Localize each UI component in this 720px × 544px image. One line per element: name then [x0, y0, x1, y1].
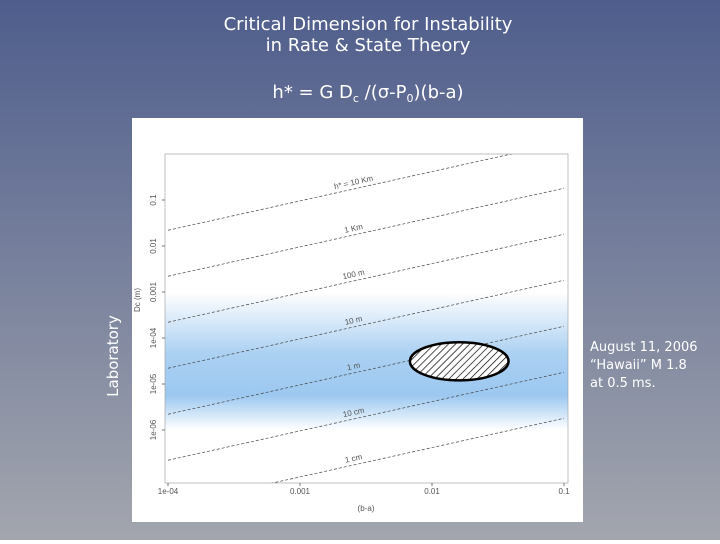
y-tick-label: 0.01	[149, 238, 158, 254]
contour-label: 10 m	[344, 314, 364, 327]
contour-line	[167, 279, 565, 369]
title-line: in Rate & State Theory	[266, 35, 471, 56]
formula-sub: c	[353, 92, 359, 105]
event-ellipse	[408, 340, 510, 382]
annotation: August 11, 2006	[590, 340, 698, 355]
y-tick-label: 1e-05	[149, 373, 158, 394]
y-tick-label: 0.001	[149, 281, 158, 302]
band-label: Laboratory	[104, 315, 122, 397]
formula-sub: 0	[407, 92, 414, 105]
contour-label: 1 Km	[343, 222, 364, 235]
x-tick-label: 0.001	[290, 487, 311, 496]
contour-line	[167, 371, 565, 461]
contour-label: 1 cm	[344, 452, 363, 465]
annotation: “Hawaii” M 1.8	[590, 358, 687, 373]
contour-label: 1 m	[346, 361, 361, 373]
chart: 1e-04 0.001 0.01 0.1 1e-06 1e-05 1e-04 0.001 0.0…	[132, 118, 583, 522]
formula-part: h* = G D	[272, 82, 352, 103]
contour-line	[167, 154, 513, 231]
formula-part: )(b-a)	[414, 82, 464, 103]
x-axis-label: (b-a)	[358, 504, 375, 513]
x-tick-label: 1e-04	[158, 487, 179, 496]
plot-frame	[164, 153, 569, 484]
contour-line	[167, 325, 565, 415]
title-line: Critical Dimension for Instability	[224, 14, 513, 35]
formula: h* = G Dc /(σ-P0)(b-a)	[272, 82, 463, 105]
annotation: at 0.5 ms.	[590, 376, 656, 391]
y-tick-label: 1e-04	[149, 327, 158, 348]
y-tick-label: 0.1	[149, 194, 158, 206]
y-axis-label: Dc (m)	[133, 288, 142, 312]
x-tick-label: 0.01	[424, 487, 440, 496]
contour-line	[167, 233, 565, 323]
y-tick-label: 1e-06	[149, 419, 158, 440]
x-tick-label: 0.1	[558, 487, 570, 496]
formula-part: /(σ-P	[359, 82, 407, 103]
contour-line	[271, 417, 565, 483]
contour-line	[167, 187, 565, 277]
